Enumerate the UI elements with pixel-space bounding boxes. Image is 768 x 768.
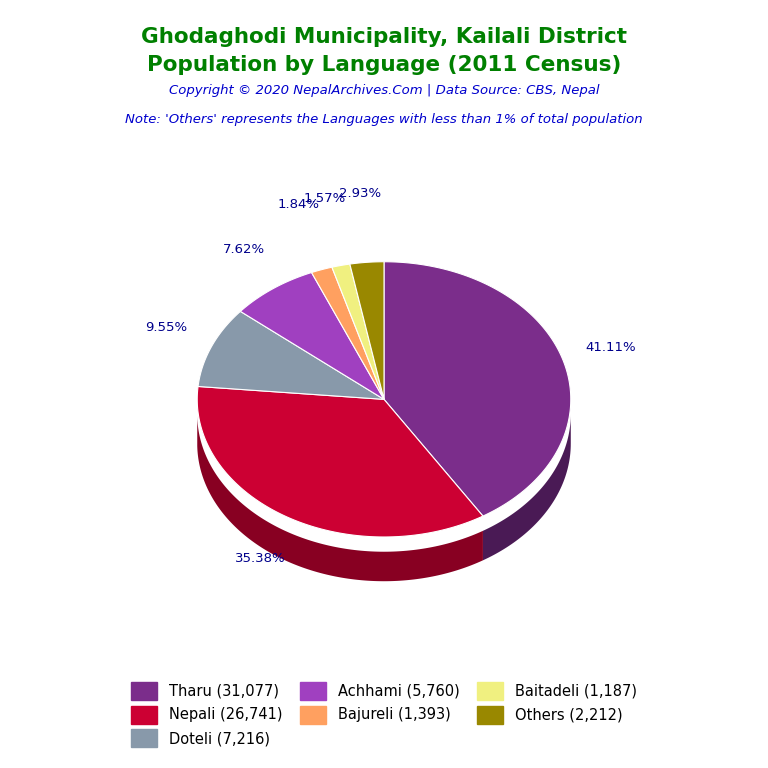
- Polygon shape: [240, 273, 384, 399]
- Text: 35.38%: 35.38%: [235, 551, 286, 564]
- Legend: Tharu (31,077), Nepali (26,741), Doteli (7,216), Achhami (5,760), Bajureli (1,39: Tharu (31,077), Nepali (26,741), Doteli …: [125, 677, 643, 753]
- Polygon shape: [198, 311, 384, 399]
- Polygon shape: [197, 386, 483, 537]
- Polygon shape: [350, 262, 384, 399]
- Polygon shape: [483, 414, 571, 561]
- Text: 2.93%: 2.93%: [339, 187, 382, 200]
- Text: Population by Language (2011 Census): Population by Language (2011 Census): [147, 55, 621, 75]
- Polygon shape: [332, 264, 384, 399]
- Text: 7.62%: 7.62%: [223, 243, 265, 256]
- Text: Ghodaghodi Municipality, Kailali District: Ghodaghodi Municipality, Kailali Distric…: [141, 27, 627, 47]
- Polygon shape: [384, 262, 571, 516]
- Text: 41.11%: 41.11%: [585, 342, 636, 354]
- Polygon shape: [197, 416, 483, 581]
- Text: Copyright © 2020 NepalArchives.Com | Data Source: CBS, Nepal: Copyright © 2020 NepalArchives.Com | Dat…: [169, 84, 599, 98]
- Polygon shape: [312, 267, 384, 399]
- Text: 9.55%: 9.55%: [145, 321, 187, 334]
- Text: 1.57%: 1.57%: [304, 192, 346, 205]
- Text: Note: 'Others' represents the Languages with less than 1% of total population: Note: 'Others' represents the Languages …: [125, 113, 643, 126]
- Text: 1.84%: 1.84%: [278, 198, 319, 211]
